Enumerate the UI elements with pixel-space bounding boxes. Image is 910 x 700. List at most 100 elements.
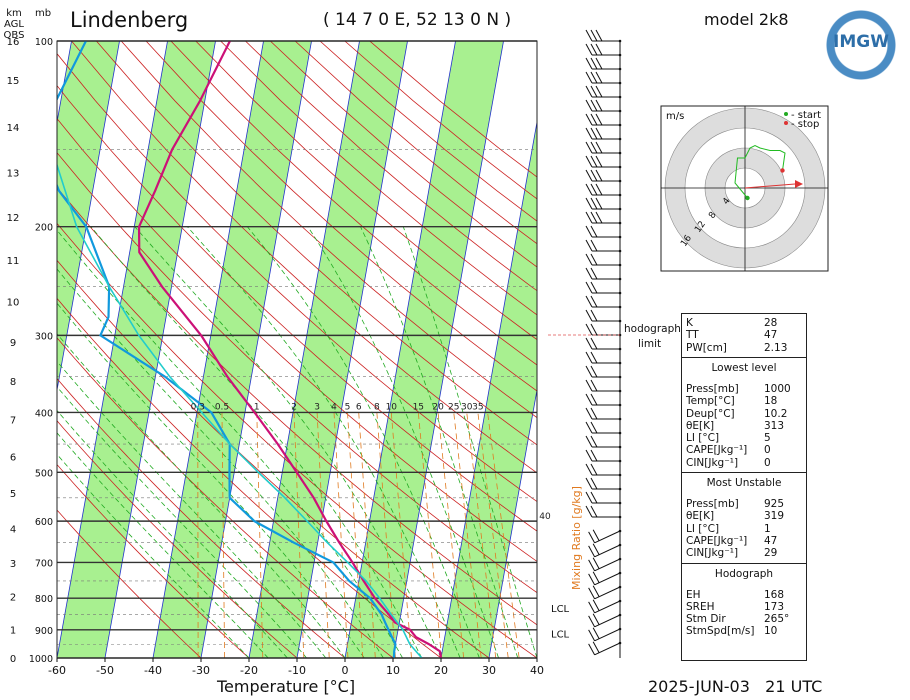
dry-adiabat — [57, 509, 202, 658]
barb-flag — [588, 531, 596, 544]
index-value: 18 — [764, 395, 778, 408]
barb-flag — [590, 183, 598, 196]
index-value: 47 — [764, 329, 778, 342]
wind-barb — [585, 211, 620, 224]
wind-barb — [585, 379, 620, 392]
dry-adiabat — [57, 378, 346, 658]
station-coords: ( 14 7 0 E, 52 13 0 N ) — [323, 10, 512, 30]
mixing-ratio-axis-title: Mixing Ratio [g/kg] — [570, 486, 583, 590]
x-tick-label: -20 — [240, 664, 258, 677]
dry-adiabat — [57, 337, 394, 658]
km-axis-title: km — [6, 8, 22, 19]
index-value: 0 — [764, 444, 771, 457]
wind-barb — [585, 365, 620, 378]
hodograph-trace — [734, 144, 786, 199]
barb-flag — [585, 141, 593, 154]
wind-barb — [588, 557, 621, 572]
barb-flag — [595, 197, 603, 210]
barb-flag — [588, 601, 596, 614]
mixing-ratio-label: 35 — [472, 402, 483, 412]
index-value: 265° — [764, 613, 790, 626]
wind-barb — [585, 57, 620, 70]
mixing-ratio-label: 15 — [413, 402, 424, 412]
barb-flag — [592, 585, 600, 597]
index-value: 313 — [764, 419, 785, 432]
index-label: EH — [686, 588, 701, 601]
saturated-adiabat — [187, 226, 461, 658]
wind-barb — [585, 127, 620, 140]
wind-barb — [585, 43, 620, 56]
index-label: CIN[Jkg⁻¹] — [686, 547, 739, 560]
dewpoint-profile — [57, 41, 397, 658]
legend-stop-dot — [784, 121, 788, 125]
barb-shaft — [594, 614, 621, 628]
barb-shaft — [594, 642, 621, 656]
wind-barb — [585, 309, 620, 322]
imgw-logo: IMGW — [826, 10, 896, 80]
index-value: 28 — [764, 317, 778, 329]
saturated-adiabat — [57, 360, 327, 658]
barb-flag — [585, 239, 593, 252]
dry-adiabat — [71, 41, 537, 474]
wind-barb — [585, 393, 620, 406]
pressure-tick-label: 800 — [35, 594, 53, 605]
barb-flag — [590, 141, 598, 154]
barb-flag — [592, 613, 600, 625]
km-tick-label: 14 — [7, 123, 20, 134]
barb-flag — [585, 113, 593, 126]
mixing-ratio-label: 25 — [448, 402, 459, 412]
dry-adiabat — [57, 463, 250, 658]
barb-shaft — [594, 572, 621, 586]
barb-shaft — [594, 558, 621, 572]
barb-shaft — [594, 544, 621, 558]
barb-shaft — [594, 628, 621, 642]
wind-barb — [585, 351, 620, 364]
index-value: 319 — [764, 510, 785, 523]
wind-barb — [588, 641, 621, 656]
wind-barb — [585, 491, 620, 504]
x-tick-label: 10 — [386, 664, 400, 677]
barb-flag — [590, 29, 598, 42]
wind-barb — [585, 169, 620, 182]
dry-adiabat — [195, 41, 537, 341]
pressure-tick-label: 600 — [35, 517, 53, 528]
x-tick-label: -60 — [48, 664, 66, 677]
barb-flag — [585, 407, 593, 420]
index-label: Stm Dir — [686, 613, 726, 626]
wind-barb — [585, 505, 620, 518]
barb-flag — [585, 183, 593, 196]
x-tick-label: 20 — [434, 664, 448, 677]
wind-barb — [585, 463, 620, 476]
dry-adiabat — [57, 53, 537, 503]
mixing-ratio-label: 2 — [291, 402, 297, 412]
table-separator — [682, 562, 806, 564]
wind-barb — [585, 281, 620, 294]
index-label: LI [°C] — [686, 432, 720, 445]
barb-flag — [588, 559, 596, 572]
pressure-tick-label: 300 — [35, 331, 53, 342]
mixing-ratio-line — [316, 412, 330, 658]
barb-flag — [585, 393, 593, 406]
wind-barb — [585, 267, 620, 280]
barb-flag — [595, 155, 603, 168]
barb-flag — [585, 29, 593, 42]
index-value: 10.2 — [764, 407, 788, 420]
barb-flag — [585, 225, 593, 238]
barb-flag — [585, 491, 593, 504]
isotherm — [488, 387, 537, 658]
index-value: 10 — [764, 625, 778, 638]
barb-flag — [585, 57, 593, 70]
index-label: CAPE[Jkg⁻¹] — [686, 534, 748, 547]
barb-flag — [590, 57, 598, 70]
km-tick-label: 8 — [10, 377, 16, 388]
mixing-ratio-line — [256, 412, 264, 658]
x-tick-label: 30 — [482, 664, 496, 677]
mixing-ratio-label: 10 — [386, 402, 398, 412]
hodograph-limit-label: limit — [638, 338, 661, 350]
barb-flag — [585, 197, 593, 210]
index-label: Deup[°C] — [686, 407, 735, 420]
barb-flag — [588, 643, 596, 656]
barb-flag — [585, 379, 593, 392]
km-tick-label: 13 — [7, 169, 20, 180]
dry-adiabat — [57, 259, 490, 658]
